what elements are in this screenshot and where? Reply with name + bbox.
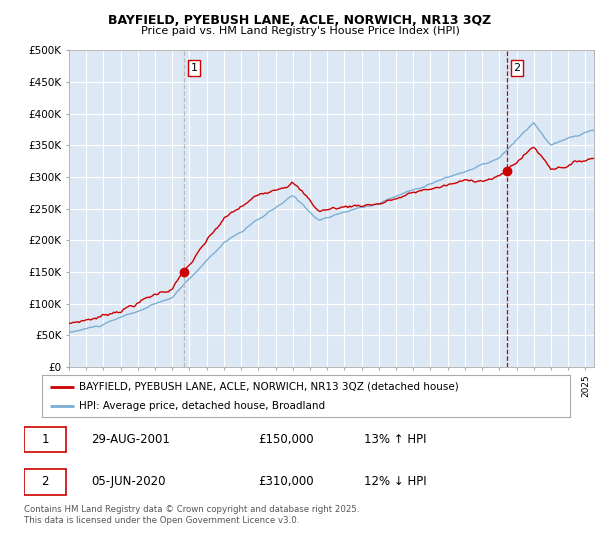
Text: Contains HM Land Registry data © Crown copyright and database right 2025.
This d: Contains HM Land Registry data © Crown c… [24, 505, 359, 525]
Text: BAYFIELD, PYEBUSH LANE, ACLE, NORWICH, NR13 3QZ (detached house): BAYFIELD, PYEBUSH LANE, ACLE, NORWICH, N… [79, 381, 459, 391]
Text: 05-JUN-2020: 05-JUN-2020 [91, 475, 166, 488]
Text: Price paid vs. HM Land Registry's House Price Index (HPI): Price paid vs. HM Land Registry's House … [140, 26, 460, 36]
Text: BAYFIELD, PYEBUSH LANE, ACLE, NORWICH, NR13 3QZ: BAYFIELD, PYEBUSH LANE, ACLE, NORWICH, N… [109, 14, 491, 27]
Text: 1: 1 [41, 433, 49, 446]
Text: 1: 1 [191, 63, 197, 73]
Text: 2: 2 [41, 475, 49, 488]
FancyBboxPatch shape [24, 469, 66, 494]
Text: 13% ↑ HPI: 13% ↑ HPI [364, 433, 427, 446]
Text: £310,000: £310,000 [259, 475, 314, 488]
Text: 2: 2 [514, 63, 521, 73]
Text: £150,000: £150,000 [259, 433, 314, 446]
Text: 29-AUG-2001: 29-AUG-2001 [91, 433, 170, 446]
Text: HPI: Average price, detached house, Broadland: HPI: Average price, detached house, Broa… [79, 401, 325, 411]
Text: 12% ↓ HPI: 12% ↓ HPI [364, 475, 427, 488]
FancyBboxPatch shape [24, 427, 66, 452]
